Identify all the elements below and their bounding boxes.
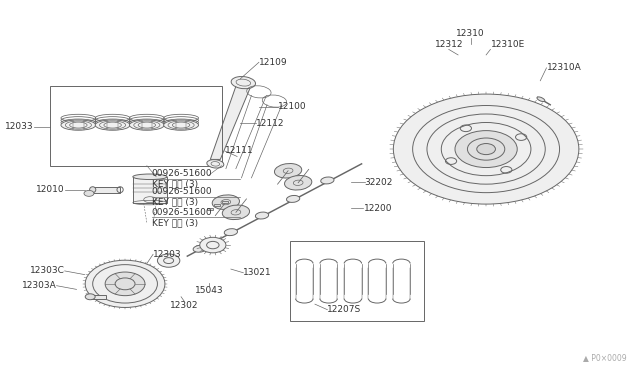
- Circle shape: [200, 237, 226, 253]
- Ellipse shape: [255, 212, 269, 219]
- Bar: [221, 201, 228, 203]
- Text: 12207S: 12207S: [328, 305, 362, 314]
- Circle shape: [105, 272, 145, 296]
- Bar: [51, 86, 221, 166]
- Text: 00926-51600
KEY キー (3): 00926-51600 KEY キー (3): [152, 208, 212, 227]
- Ellipse shape: [164, 120, 198, 130]
- Text: 12109: 12109: [259, 58, 287, 67]
- Text: 12112: 12112: [256, 119, 284, 128]
- Ellipse shape: [193, 245, 207, 252]
- Text: 15043: 15043: [195, 286, 223, 295]
- Bar: [133, 177, 167, 203]
- Polygon shape: [211, 86, 251, 160]
- Ellipse shape: [90, 187, 96, 193]
- Text: 12100: 12100: [278, 102, 306, 111]
- Text: 12303: 12303: [153, 250, 182, 259]
- Text: 12310A: 12310A: [547, 63, 581, 72]
- Text: 12312: 12312: [435, 41, 463, 49]
- Ellipse shape: [537, 97, 545, 102]
- Bar: [92, 295, 106, 299]
- Circle shape: [85, 260, 165, 308]
- Circle shape: [455, 131, 517, 167]
- Ellipse shape: [212, 195, 239, 209]
- Ellipse shape: [95, 120, 130, 130]
- Ellipse shape: [285, 176, 312, 190]
- Ellipse shape: [321, 177, 334, 184]
- Circle shape: [84, 190, 94, 196]
- Ellipse shape: [222, 205, 250, 219]
- Text: 12111: 12111: [225, 147, 253, 155]
- Text: 00926-51600
KEY キー (3): 00926-51600 KEY キー (3): [152, 187, 212, 207]
- Text: 00926-51600
KEY キー (3): 00926-51600 KEY キー (3): [152, 169, 212, 188]
- Circle shape: [157, 254, 180, 267]
- Bar: [93, 187, 120, 193]
- Ellipse shape: [231, 77, 255, 89]
- Circle shape: [394, 94, 579, 204]
- Circle shape: [85, 294, 95, 300]
- Ellipse shape: [207, 160, 224, 168]
- Text: 12302: 12302: [170, 301, 198, 310]
- Bar: [214, 205, 220, 206]
- Text: 32202: 32202: [365, 178, 393, 187]
- Text: 12033: 12033: [5, 122, 33, 131]
- Ellipse shape: [275, 164, 301, 178]
- Text: 12303C: 12303C: [30, 266, 65, 275]
- Text: ▲ P0×0009: ▲ P0×0009: [582, 353, 626, 362]
- Ellipse shape: [287, 195, 300, 202]
- Text: 12310E: 12310E: [490, 41, 525, 49]
- Ellipse shape: [224, 229, 237, 235]
- Text: 12200: 12200: [364, 203, 392, 213]
- Text: 12010: 12010: [36, 185, 65, 194]
- Circle shape: [477, 144, 495, 155]
- Text: 13021: 13021: [243, 268, 272, 277]
- Text: 12310: 12310: [456, 29, 485, 38]
- Bar: [207, 208, 214, 210]
- Ellipse shape: [129, 120, 164, 130]
- Ellipse shape: [133, 174, 167, 180]
- Ellipse shape: [61, 120, 96, 130]
- Text: 12303A: 12303A: [22, 281, 56, 290]
- Bar: [290, 241, 424, 321]
